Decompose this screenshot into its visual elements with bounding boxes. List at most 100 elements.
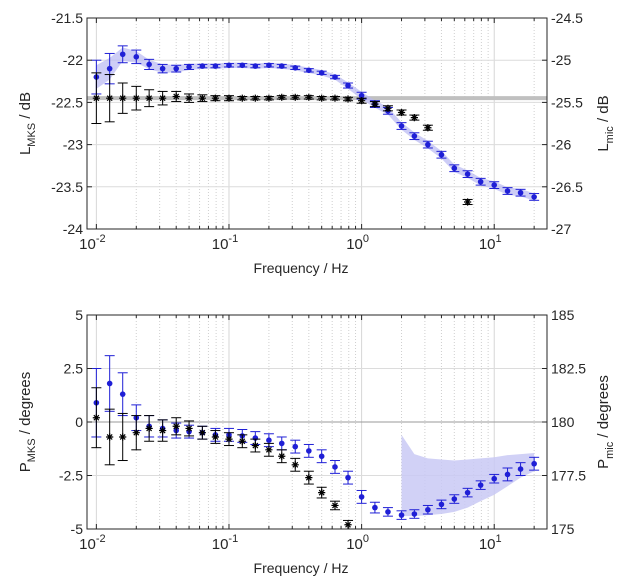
y-right-tick-label: 177.5 [551,468,586,484]
data-point [132,429,140,437]
data-point [106,65,113,72]
data-point [211,433,220,441]
y-left-tick-label: -5 [71,521,84,537]
data-point [477,482,484,488]
data-point [411,511,418,517]
data-point [92,94,100,102]
y-left-axis-label: LMKS / dB [17,92,38,155]
data-point [119,94,127,102]
data-point [92,414,100,422]
x-tick-exponent: 1 [496,233,502,245]
y-right-tick-label: -24.5 [551,10,583,26]
data-point [291,461,299,469]
y-right-tick-label: -27 [551,221,571,237]
data-point [451,165,458,172]
y-left-tick-label: -21.5 [51,10,83,26]
x-tick-label: 101 [479,233,502,253]
y-left-tick-label: 2.5 [64,361,84,377]
data-point [318,453,325,460]
data-point [411,133,418,139]
data-point [451,496,458,502]
data-point [291,93,299,101]
x-tick-label: 100 [346,233,369,253]
data-point [173,65,180,72]
x-tick-label: 10-1 [212,233,238,253]
data-point [517,189,524,196]
x-tick-base: 10 [346,236,363,253]
data-point [225,94,233,102]
y-right-tick-label: -26.5 [551,179,583,195]
y-left-axis-label-rest: / dB [17,92,34,123]
data-point [318,94,326,102]
data-point [225,435,233,443]
x-tick-exponent: 0 [363,233,369,245]
y-right-axis-label: Pmic / degrees [595,375,616,469]
data-point [159,94,167,102]
y-right-axis-label-subscript: mic [604,441,616,459]
x-tick-exponent: -2 [96,533,106,545]
series-band [96,47,535,201]
data-point [211,94,220,102]
data-point [266,437,272,443]
y-right-tick-label: 185 [551,307,575,323]
data-point [491,182,498,188]
data-point [410,113,418,122]
data-point [397,108,406,117]
x-tick-base: 10 [212,536,229,553]
data-point [504,471,511,478]
data-point [278,440,285,447]
data-point [159,426,167,435]
x-tick-base: 10 [479,536,496,553]
data-point [371,100,379,108]
data-point [185,424,193,433]
y-left-tick-label: -22 [63,52,83,68]
phase-plot: 10-2 10-1 100 101-5-2.502.55175177.5180182.… [17,307,616,576]
x-axis-label: Frequency / Hz [254,560,349,576]
data-point [251,94,259,102]
data-point [398,123,405,129]
data-point [119,51,126,58]
data-point [306,448,312,454]
data-point [358,92,365,99]
data-point [172,92,180,101]
data-point [332,74,338,80]
axes-box [86,17,548,230]
data-point [106,94,114,102]
data-point [345,82,351,89]
data-point [238,437,246,445]
x-tick-label: 100 [346,533,369,553]
y-right-tick-label: 182.5 [551,361,586,377]
data-point [491,475,498,482]
data-point [331,501,339,510]
data-point [331,94,339,102]
data-point [358,494,365,500]
data-point [145,94,153,102]
data-point [344,95,352,103]
data-point [132,94,140,102]
data-point [251,441,259,450]
x-tick-label: 10-2 [79,533,105,553]
data-point [464,171,471,177]
y-right-axis-label: Lmic / dB [595,95,616,151]
y-left-tick-label: -2.5 [59,468,83,484]
x-tick-base: 10 [79,536,96,553]
data-point [531,460,537,467]
data-point [425,141,431,148]
data-point [239,62,246,69]
x-tick-exponent: 0 [363,533,369,545]
data-point [531,194,537,200]
y-left-axis-label-rest: / degrees [17,372,34,439]
data-point [398,512,405,518]
y-right-axis-label-rest: / degrees [595,375,612,442]
y-right-tick-label: 180 [551,414,575,430]
y-right-axis-label-rest: / dB [595,95,612,126]
y-right-axis-label-subscript: mic [604,126,616,144]
y-left-axis-label-main: P [17,462,34,472]
y-right-axis-label-main: P [595,459,612,469]
data-point [185,94,193,102]
data-point [265,94,273,102]
data-point [278,63,285,69]
data-point [265,446,273,454]
data-point [332,464,338,470]
